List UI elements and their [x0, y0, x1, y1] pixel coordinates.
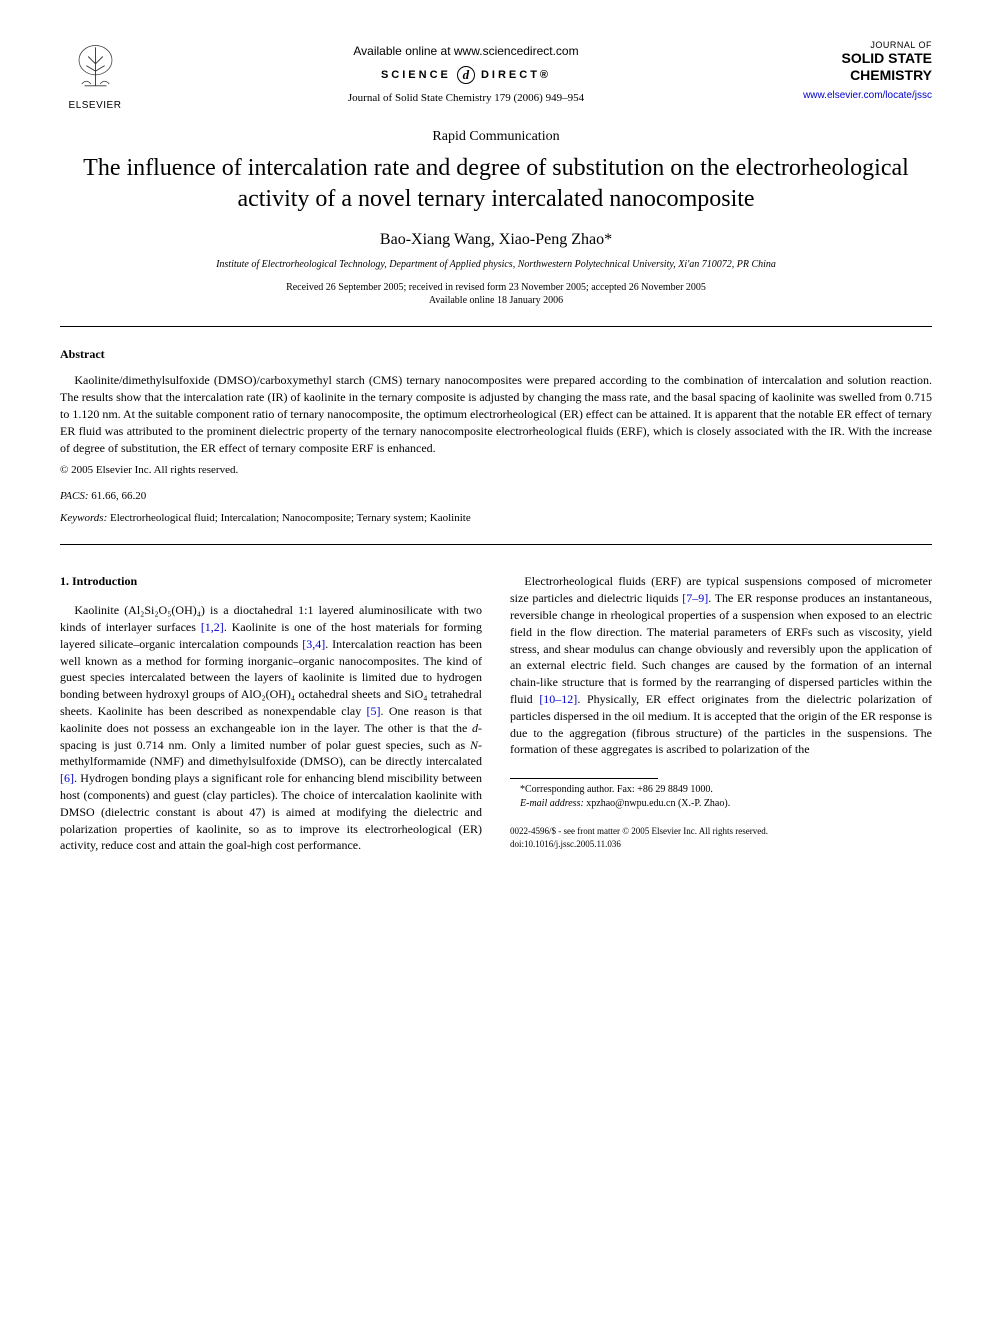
- available-date: Available online 18 January 2006: [60, 295, 932, 306]
- email-label: E-mail address:: [520, 798, 584, 809]
- elsevier-label: ELSEVIER: [60, 100, 130, 111]
- ref-link-10-12[interactable]: [10–12]: [539, 692, 577, 706]
- doi-line: doi:10.1016/j.jssc.2005.11.036: [510, 838, 932, 851]
- authors: Bao-Xiang Wang, Xiao-Peng Zhao*: [60, 231, 932, 249]
- received-dates: Received 26 September 2005; received in …: [60, 282, 932, 293]
- abstract-body: Kaolinite/dimethylsulfoxide (DMSO)/carbo…: [60, 372, 932, 456]
- article-title: The influence of intercalation rate and …: [60, 153, 932, 215]
- section-1-heading: 1. Introduction: [60, 573, 482, 590]
- elsevier-tree-icon: [68, 40, 123, 95]
- email-line: E-mail address: xpzhao@nwpu.edu.cn (X.-P…: [510, 797, 932, 811]
- elsevier-logo: ELSEVIER: [60, 40, 130, 111]
- online-availability: Available online at www.sciencedirect.co…: [130, 44, 802, 58]
- ref-link-3-4[interactable]: [3,4]: [302, 637, 325, 651]
- p3-text-b: . The ER response produces an instantane…: [510, 591, 932, 706]
- divider-top: [60, 326, 932, 327]
- corresponding-author: *Corresponding author. Fax: +86 29 8849 …: [510, 783, 932, 797]
- keywords-value: Electrorheological fluid; Intercalation;…: [107, 512, 470, 524]
- ref-link-7-9[interactable]: [7–9]: [682, 591, 708, 605]
- journal-url-link[interactable]: www.elsevier.com/locate/jssc: [802, 90, 932, 101]
- sd-d-icon: d: [457, 66, 475, 84]
- email-address[interactable]: xpzhao@nwpu.edu.cn (X.-P. Zhao).: [584, 798, 730, 809]
- keywords-line: Keywords: Electrorheological fluid; Inte…: [60, 512, 932, 524]
- affiliation: Institute of Electrorheological Technolo…: [60, 259, 932, 270]
- paragraph-3: Electrorheological fluids (ERF) are typi…: [510, 573, 932, 758]
- footnote-separator: [510, 778, 658, 779]
- pacs-label: PACS:: [60, 490, 89, 502]
- nmf-italic: N: [470, 738, 478, 752]
- pacs-value: 61.66, 66.20: [89, 490, 147, 502]
- pacs-line: PACS: 61.66, 66.20: [60, 490, 932, 502]
- abstract-copyright: © 2005 Elsevier Inc. All rights reserved…: [60, 464, 932, 476]
- science-direct-logo: SCIENCE d DIRECT®: [130, 66, 802, 84]
- ref-link-5[interactable]: [5]: [367, 704, 381, 718]
- body-columns: 1. Introduction Kaolinite (Al₂Si₂O₅(OH)₄…: [60, 573, 932, 854]
- divider-bottom: [60, 544, 932, 545]
- journal-name-line1: SOLID STATE: [802, 50, 932, 67]
- abstract-heading: Abstract: [60, 347, 932, 362]
- issn-line: 0022-4596/$ - see front matter © 2005 El…: [510, 825, 932, 838]
- ref-link-1-2[interactable]: [1,2]: [201, 620, 224, 634]
- keywords-label: Keywords:: [60, 512, 107, 524]
- ref-link-6[interactable]: [6]: [60, 771, 74, 785]
- sd-right: DIRECT®: [481, 69, 551, 81]
- journal-brand: JOURNAL OF SOLID STATE CHEMISTRY www.els…: [802, 40, 932, 101]
- journal-of-label: JOURNAL OF: [802, 40, 932, 50]
- journal-name-line2: CHEMISTRY: [802, 67, 932, 84]
- article-type: Rapid Communication: [60, 129, 932, 145]
- sd-left: SCIENCE: [381, 69, 451, 81]
- page-header: ELSEVIER Available online at www.science…: [60, 40, 932, 111]
- journal-reference: Journal of Solid State Chemistry 179 (20…: [130, 92, 802, 104]
- header-center: Available online at www.sciencedirect.co…: [130, 40, 802, 104]
- paragraph-1: Kaolinite (Al₂Si₂O₅(OH)₄) is a dioctahed…: [60, 602, 482, 854]
